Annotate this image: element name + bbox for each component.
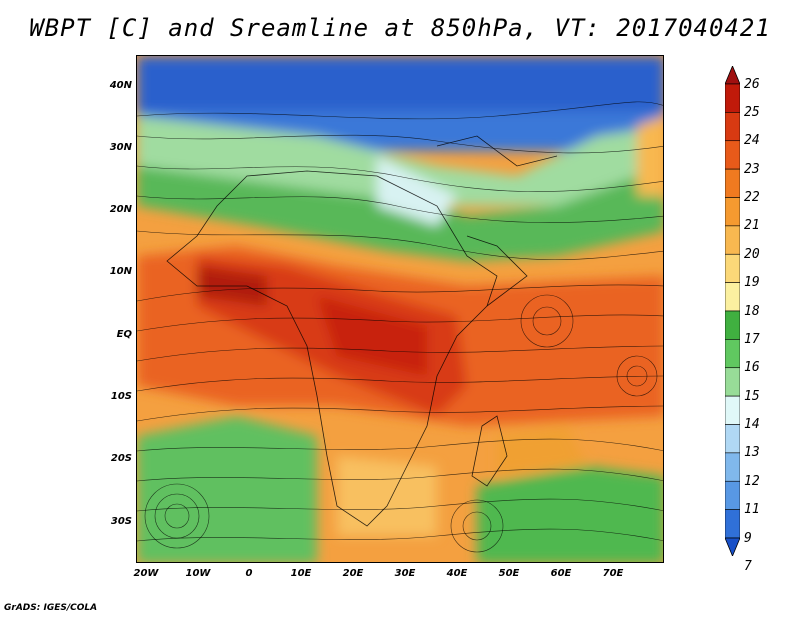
colorbar-swatch	[725, 253, 740, 283]
colorbar-label: 15	[744, 388, 760, 404]
lon-label-60e: 60E	[550, 568, 572, 579]
colorbar-label: 16	[744, 360, 760, 376]
colorbar	[725, 66, 740, 556]
colorbar-label: 13	[744, 445, 760, 461]
lon-label-0: 0	[245, 568, 253, 579]
colorbar-swatch	[725, 310, 740, 340]
lat-label-30n: 30N	[109, 142, 132, 153]
colorbar-swatch	[725, 83, 740, 113]
colorbar-swatch	[725, 480, 740, 510]
lat-label-10s: 10S	[110, 391, 132, 402]
colorbar-label: 21	[744, 218, 760, 234]
colorbar-swatch	[725, 452, 740, 482]
colorbar-swatch	[725, 140, 740, 170]
colorbar-label: 22	[744, 190, 760, 205]
lon-label-10e: 10E	[290, 568, 312, 579]
lat-label-eq: EQ	[116, 329, 132, 340]
colorbar-label: 19	[744, 275, 760, 291]
colorbar-swatch	[725, 395, 740, 425]
credit-label: GrADS: IGES/COLA	[4, 603, 98, 613]
map-plot-area	[136, 55, 664, 563]
lon-label-20w: 20W	[133, 568, 159, 579]
colorbar-label: 24	[744, 133, 760, 149]
colorbar-swatch	[725, 225, 740, 255]
colorbar-swatch	[725, 168, 740, 198]
colorbar-swatch	[725, 112, 740, 142]
colorbar-label: 18	[744, 303, 760, 319]
colorbar-label: 17	[744, 331, 760, 347]
colorbar-label: 23	[744, 161, 760, 177]
lat-label-20s: 20S	[110, 453, 132, 464]
lon-label-50e: 50E	[498, 568, 520, 579]
colorbar-swatch	[725, 339, 740, 369]
lat-label-20n: 20N	[109, 204, 132, 215]
colorbar-label: 14	[744, 417, 760, 432]
colorbar-top-arrow	[725, 66, 740, 85]
lon-label-40e: 40E	[446, 568, 468, 579]
colorbar-swatch	[725, 424, 740, 454]
lon-label-70e: 70E	[602, 568, 624, 579]
colorbar-label: 12	[744, 473, 760, 489]
colorbar-swatch	[725, 282, 740, 312]
colorbar-swatch	[725, 509, 740, 539]
colorbar-label: 20	[744, 246, 760, 262]
colorbar-label: 26	[744, 76, 760, 92]
colorbar-bottom-arrow	[725, 537, 740, 556]
colorbar-label: 7	[744, 558, 752, 574]
colorbar-label: 11	[744, 502, 760, 518]
lat-label-10n: 10N	[109, 266, 132, 277]
colorbar-label: 9	[744, 530, 752, 546]
colorbar-swatch	[725, 367, 740, 397]
colorbar-label: 25	[744, 104, 760, 120]
colorbar-swatch	[725, 197, 740, 227]
lon-label-10w: 10W	[185, 568, 211, 579]
lat-label-30s: 30S	[110, 516, 132, 527]
map-title: WBPT [C] and Sreamline at 850hPa, VT: 20…	[29, 14, 771, 42]
lat-label-40n: 40N	[109, 80, 132, 91]
lon-label-20e: 20E	[342, 568, 364, 579]
lon-label-30e: 30E	[394, 568, 416, 579]
wbpt-field-map	[137, 56, 663, 562]
